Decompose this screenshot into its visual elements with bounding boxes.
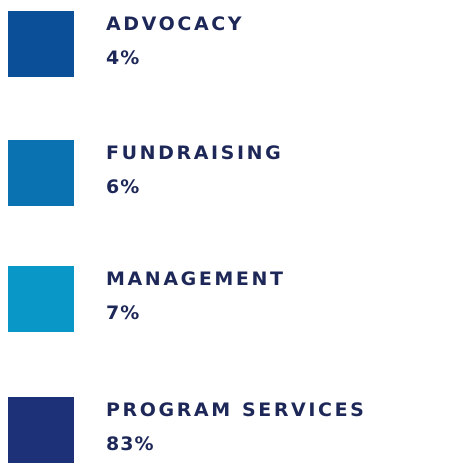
legend-value: 83% — [106, 433, 155, 455]
legend-label: PROGRAM SERVICES — [106, 399, 367, 421]
legend-swatch — [8, 266, 74, 332]
legend-label: FUNDRAISING — [106, 142, 284, 164]
legend-label: MANAGEMENT — [106, 268, 286, 290]
legend-label: ADVOCACY — [106, 13, 245, 35]
legend-value: 4% — [106, 47, 141, 69]
legend-value: 7% — [106, 302, 141, 324]
legend-swatch — [8, 397, 74, 463]
legend-swatch — [8, 11, 74, 77]
legend-value: 6% — [106, 176, 141, 198]
legend-swatch — [8, 140, 74, 206]
